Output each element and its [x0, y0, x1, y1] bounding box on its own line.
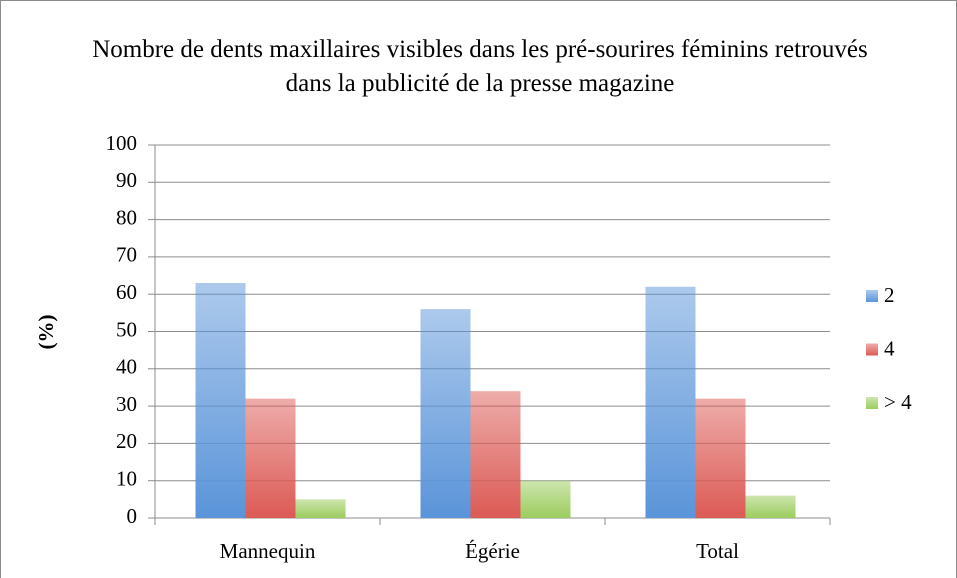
legend-label: 4	[884, 336, 895, 360]
legend-label: > 4	[884, 390, 912, 414]
legend-label: 2	[884, 283, 895, 307]
y-tick-label: 60	[116, 280, 137, 304]
bar	[520, 480, 571, 518]
y-tick-label: 50	[116, 317, 137, 341]
x-tick-label: Mannequin	[220, 539, 316, 563]
y-tick-label: 20	[116, 429, 137, 453]
bar	[295, 499, 346, 518]
bar	[695, 398, 746, 518]
y-tick-label: 70	[116, 243, 137, 267]
bar	[420, 309, 471, 518]
y-tick-label: 100	[106, 131, 138, 155]
x-tick-label: Total	[696, 539, 739, 563]
y-tick-label: 40	[116, 355, 137, 379]
y-tick-label: 0	[127, 504, 138, 528]
x-tick-label: Égérie	[465, 539, 520, 563]
bar	[245, 398, 296, 518]
bar	[470, 391, 521, 518]
y-tick-label: 80	[116, 205, 137, 229]
legend-swatch	[866, 290, 878, 302]
y-axis-label: (%)	[34, 315, 58, 350]
legend-swatch	[866, 343, 878, 356]
chart-title: Nombre de dents maxillaires visibles dan…	[92, 36, 868, 97]
y-tick-label: 10	[116, 467, 137, 491]
bar	[645, 286, 696, 518]
bar	[195, 283, 246, 518]
y-tick-label: 90	[116, 168, 137, 192]
legend-swatch	[866, 397, 878, 409]
bar	[745, 495, 796, 518]
y-tick-label: 30	[116, 392, 137, 416]
